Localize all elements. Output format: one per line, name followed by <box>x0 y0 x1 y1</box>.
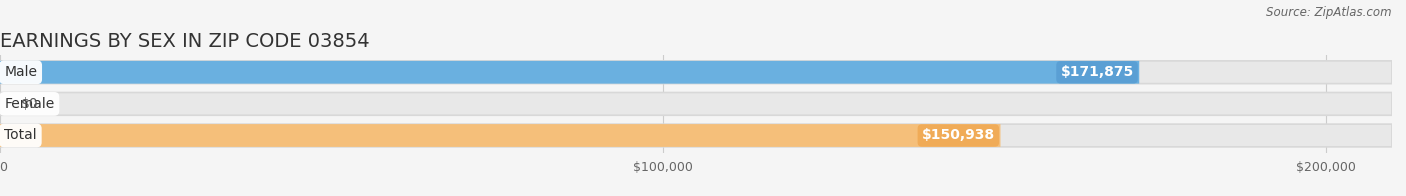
Text: $0: $0 <box>21 97 38 111</box>
Text: Female: Female <box>4 97 55 111</box>
Text: Total: Total <box>4 129 37 142</box>
FancyBboxPatch shape <box>0 124 1392 147</box>
FancyBboxPatch shape <box>0 61 1139 84</box>
Text: $171,875: $171,875 <box>1060 65 1133 79</box>
Text: $150,938: $150,938 <box>922 129 995 142</box>
Text: Source: ZipAtlas.com: Source: ZipAtlas.com <box>1267 6 1392 19</box>
FancyBboxPatch shape <box>0 61 1392 84</box>
Text: Male: Male <box>4 65 37 79</box>
Text: EARNINGS BY SEX IN ZIP CODE 03854: EARNINGS BY SEX IN ZIP CODE 03854 <box>0 32 370 51</box>
FancyBboxPatch shape <box>0 124 1001 147</box>
FancyBboxPatch shape <box>0 93 1392 115</box>
